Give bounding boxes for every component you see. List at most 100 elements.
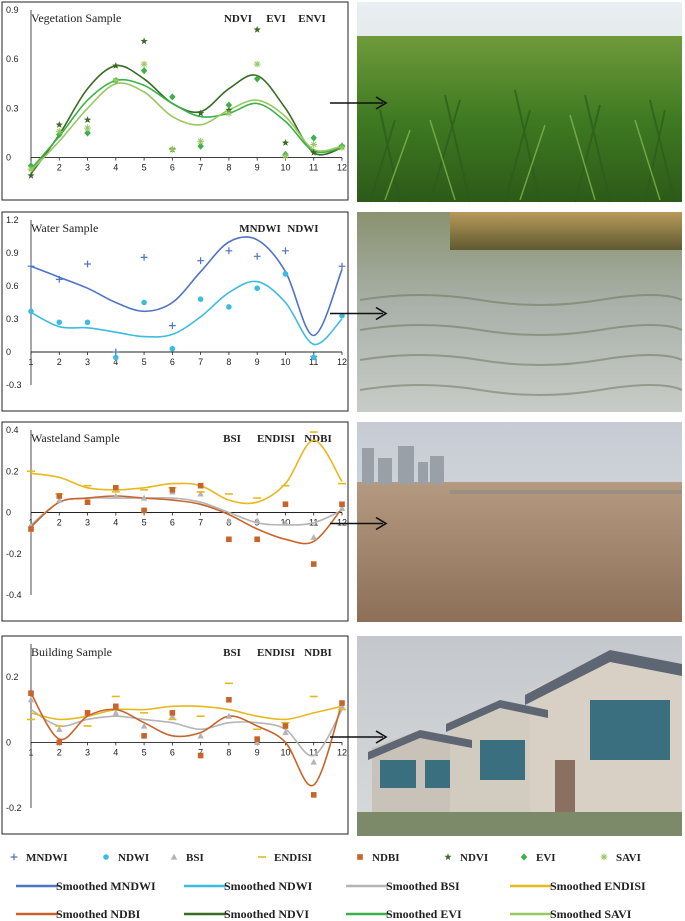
legend-ndwi-label: NDWI <box>118 852 149 864</box>
chart-index-label: BSI <box>223 433 241 445</box>
ndbi-point <box>339 501 345 508</box>
x-tick-label: 9 <box>255 357 260 367</box>
bsi-point <box>56 725 63 732</box>
legend-evi-label: EVI <box>536 852 556 864</box>
evi-point <box>84 129 91 137</box>
endisi-point <box>224 493 233 495</box>
endisi-point <box>281 484 290 487</box>
bsi-point <box>169 712 176 719</box>
chart-title: Water Sample <box>31 221 98 235</box>
ndbi-point <box>56 493 63 499</box>
ndwi-point <box>56 319 63 326</box>
smoothed-evi-line <box>30 78 343 170</box>
x-tick-label: 8 <box>226 163 231 173</box>
endisi-point <box>224 682 233 685</box>
legend-smoothed-ndvi-label: Smoothed NDVI <box>224 907 309 921</box>
endisi-point <box>338 708 346 711</box>
mndwi-point <box>253 252 261 260</box>
ndbi-point <box>28 526 34 532</box>
x-tick-label: 12 <box>337 747 347 757</box>
ndbi-point <box>310 561 317 567</box>
y-tick-label: 0.6 <box>6 281 19 291</box>
x-tick-label: 7 <box>198 163 203 173</box>
y-tick-label: 0.9 <box>6 5 19 15</box>
ndwi-point <box>197 296 204 303</box>
ndbi-point <box>169 487 176 493</box>
legend-evi-marker <box>520 853 528 861</box>
building-photo <box>357 636 682 836</box>
ndbi-point <box>113 703 119 710</box>
chart-index-label: ENDISI <box>257 433 295 445</box>
water-photo <box>357 212 683 412</box>
chart-panels: Vegetation SampleNDVIEVIENVI00.30.60.912… <box>1 1 349 835</box>
ndbi-point <box>141 507 147 514</box>
savi-point <box>168 146 176 153</box>
ndvi-point <box>83 116 92 123</box>
endisi-point <box>309 695 318 698</box>
wasteland-photo <box>357 422 682 622</box>
x-tick-label: 12 <box>337 357 347 367</box>
legend-raw-indices: MNDWI NDWI BSI ENDISI NDBI NDVI EVI SAVI <box>10 852 641 864</box>
x-tick-label: 6 <box>170 163 175 173</box>
chart-index-label: NDVI <box>224 13 252 25</box>
x-tick-label: 10 <box>280 357 290 367</box>
chart-photo-arrows <box>330 96 388 744</box>
ndbi-point <box>197 482 204 489</box>
legend-bsi-marker <box>170 853 178 860</box>
y-tick-label: -0.2 <box>6 549 22 559</box>
ndbi-point <box>28 690 34 696</box>
ndbi-point <box>56 739 63 746</box>
y-tick-label: 1.2 <box>6 215 19 225</box>
x-tick-label: 7 <box>198 518 203 528</box>
arrow-head-icon <box>375 730 388 744</box>
ndvi-point <box>140 37 148 45</box>
bsi-point <box>338 702 346 709</box>
ndvi-point <box>55 121 63 128</box>
savi-point <box>84 124 91 132</box>
legend-ndbi-marker <box>357 854 363 860</box>
ndwi-point <box>84 319 91 326</box>
x-tick-label: 12 <box>337 163 347 173</box>
ndbi-point <box>310 792 317 798</box>
smoothed-ndwi-line <box>30 280 343 346</box>
x-tick-label: 1 <box>28 518 33 528</box>
ndbi-point <box>254 736 260 742</box>
evi-point <box>169 93 176 101</box>
y-tick-label: 0 <box>6 737 11 747</box>
vegetation-photo <box>357 2 682 203</box>
chart-title: Wasteland Sample <box>31 431 120 445</box>
y-tick-label: 0.4 <box>6 425 19 435</box>
chart-title: Vegetation Sample <box>31 11 121 25</box>
endisi-point <box>253 728 262 731</box>
chart-index-label: MNDWI <box>239 223 281 235</box>
x-tick-label: 7 <box>198 357 203 367</box>
y-tick-label: -0.4 <box>6 590 22 600</box>
x-tick-label: 1 <box>28 747 33 757</box>
bsi-point <box>225 517 233 524</box>
endisi-point <box>140 712 149 714</box>
mndwi-point <box>55 276 63 283</box>
ndvi-point <box>27 171 35 179</box>
arrow-head-icon <box>375 516 388 531</box>
savi-point <box>197 137 205 145</box>
legend-savi-marker <box>600 853 608 861</box>
smoothed-ndbi-line <box>30 692 343 787</box>
endisi-point <box>111 695 120 698</box>
x-tick-label: 2 <box>57 518 62 528</box>
x-tick-label: 4 <box>113 357 118 367</box>
legend-smoothed-ndwi-label: Smoothed NDWI <box>224 879 313 893</box>
ndbi-point <box>84 710 91 716</box>
arrow-head-icon <box>375 96 388 110</box>
endisi-point <box>27 718 35 721</box>
savi-point <box>112 77 120 84</box>
y-tick-label: 0 <box>6 153 11 163</box>
endisi-point <box>196 491 205 493</box>
legend-endisi-label: ENDISI <box>274 852 312 864</box>
chart-title: Building Sample <box>31 645 112 659</box>
legend-mndwi-marker <box>10 853 18 861</box>
x-tick-label: 3 <box>85 357 90 367</box>
chart-index-label: NDWI <box>287 223 318 235</box>
chart-frame <box>1 211 349 412</box>
chart-index-label: NDBI <box>304 647 332 659</box>
